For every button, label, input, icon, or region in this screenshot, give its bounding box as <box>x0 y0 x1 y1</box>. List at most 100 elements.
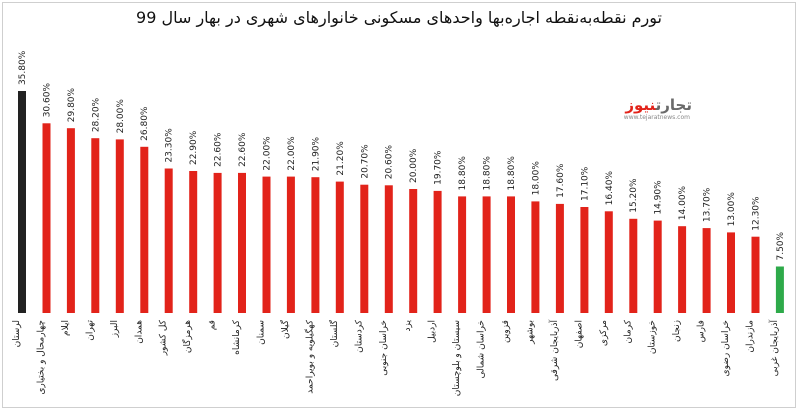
value-label: 29.80% <box>67 87 77 122</box>
category-label: همدان <box>134 320 144 344</box>
category-label: یزد <box>403 320 413 332</box>
category-label: گیلان <box>279 319 291 339</box>
value-label: 28.00% <box>116 99 126 134</box>
value-label: 28.20% <box>91 97 101 132</box>
value-label: 30.60% <box>42 83 52 118</box>
value-label: 22.00% <box>263 136 273 171</box>
category-label: گلستان <box>328 319 340 347</box>
category-label: کهگیلویه و بویراحمد <box>303 319 315 393</box>
value-label: 18.80% <box>507 156 517 191</box>
category-label: مازندران <box>746 320 756 353</box>
bar <box>286 176 295 313</box>
bar <box>604 211 613 313</box>
category-label: خراسان رضوی <box>721 320 731 376</box>
category-label: فارس <box>697 320 707 342</box>
category-label: کرمان <box>623 319 633 343</box>
category-label: خراسان شمالی <box>477 320 487 379</box>
bar <box>66 128 75 313</box>
value-label: 19.70% <box>434 150 444 185</box>
bar <box>262 176 271 313</box>
logo-wordmark: تجارتنیوز <box>625 96 692 114</box>
bar <box>164 168 173 313</box>
value-label: 20.00% <box>409 148 419 183</box>
bar <box>115 139 124 313</box>
category-label: هرمزگان <box>181 320 193 353</box>
value-label: 20.60% <box>385 145 395 180</box>
value-label: 22.60% <box>214 132 224 167</box>
bar <box>727 232 735 313</box>
value-label: 21.20% <box>336 141 346 176</box>
bar <box>629 218 638 313</box>
value-label: 14.00% <box>678 185 688 220</box>
bar <box>140 146 149 313</box>
value-label: 21.90% <box>311 136 321 171</box>
value-label: 26.80% <box>140 106 150 141</box>
category-label: اردبیل <box>428 320 438 343</box>
category-label: زنجان <box>672 320 682 342</box>
value-label: 22.00% <box>287 136 297 171</box>
category-label: کل کشور <box>159 319 169 356</box>
bar <box>751 236 760 313</box>
category-label: ایلام <box>61 320 71 336</box>
bar <box>555 203 564 313</box>
category-label: خراسان جنوبی <box>379 320 389 376</box>
bar <box>18 91 26 313</box>
value-label: 20.70% <box>360 144 370 179</box>
value-label: 23.30% <box>165 128 175 163</box>
category-label: خوزستان <box>648 320 658 354</box>
bar <box>91 138 100 313</box>
bar <box>433 190 442 313</box>
category-label: لرستان <box>12 320 22 347</box>
value-label: 15.20% <box>629 178 639 213</box>
bar <box>311 177 320 313</box>
bar <box>458 196 467 313</box>
bar <box>409 189 418 313</box>
category-label: قزوین <box>501 320 511 343</box>
value-label: 22.90% <box>189 130 199 165</box>
category-label: تهران <box>85 320 95 341</box>
bar <box>531 201 540 313</box>
value-label: 17.10% <box>580 166 590 201</box>
category-label: بوشهر <box>525 320 535 345</box>
category-label: اصفهان <box>574 320 584 348</box>
bar <box>384 185 393 313</box>
logo-url: www.tejaratnews.com <box>623 114 690 121</box>
bar <box>775 266 784 313</box>
value-label: 12.30% <box>752 196 762 231</box>
bar <box>653 220 662 313</box>
bar <box>189 171 198 313</box>
category-label: چهارمحال و بختیاری <box>36 320 46 395</box>
bar <box>482 196 491 313</box>
category-label: سیستان و بلوچستان <box>452 320 462 396</box>
category-label: کرمانشاه <box>232 319 242 355</box>
bar <box>507 196 515 313</box>
value-label: 18.80% <box>458 156 468 191</box>
bar <box>238 172 246 313</box>
value-label: 16.40% <box>605 171 615 206</box>
bar <box>213 172 222 313</box>
bar <box>702 228 711 313</box>
value-label: 14.90% <box>654 180 664 215</box>
category-label: کردستان <box>354 319 364 353</box>
category-label: آذربایجان غربی <box>768 320 780 377</box>
category-label: آذربایجان شرقی <box>548 320 560 381</box>
category-label: سمنان <box>257 320 267 345</box>
value-label: 7.50% <box>776 231 786 260</box>
category-label: قم <box>208 320 218 330</box>
category-label: مرکزی <box>599 320 609 346</box>
value-label: 35.80% <box>18 50 28 85</box>
value-label: 13.70% <box>703 187 713 222</box>
bar <box>335 181 344 313</box>
bar <box>360 184 369 313</box>
value-label: 18.80% <box>483 156 493 191</box>
value-label: 17.60% <box>556 163 566 198</box>
category-label: البرز <box>110 320 120 338</box>
value-label: 18.00% <box>531 161 541 196</box>
logo-name: تجارت <box>655 96 692 114</box>
value-label: 13.00% <box>727 192 737 227</box>
bar <box>678 226 687 313</box>
bar <box>580 207 589 313</box>
bar <box>42 123 51 313</box>
